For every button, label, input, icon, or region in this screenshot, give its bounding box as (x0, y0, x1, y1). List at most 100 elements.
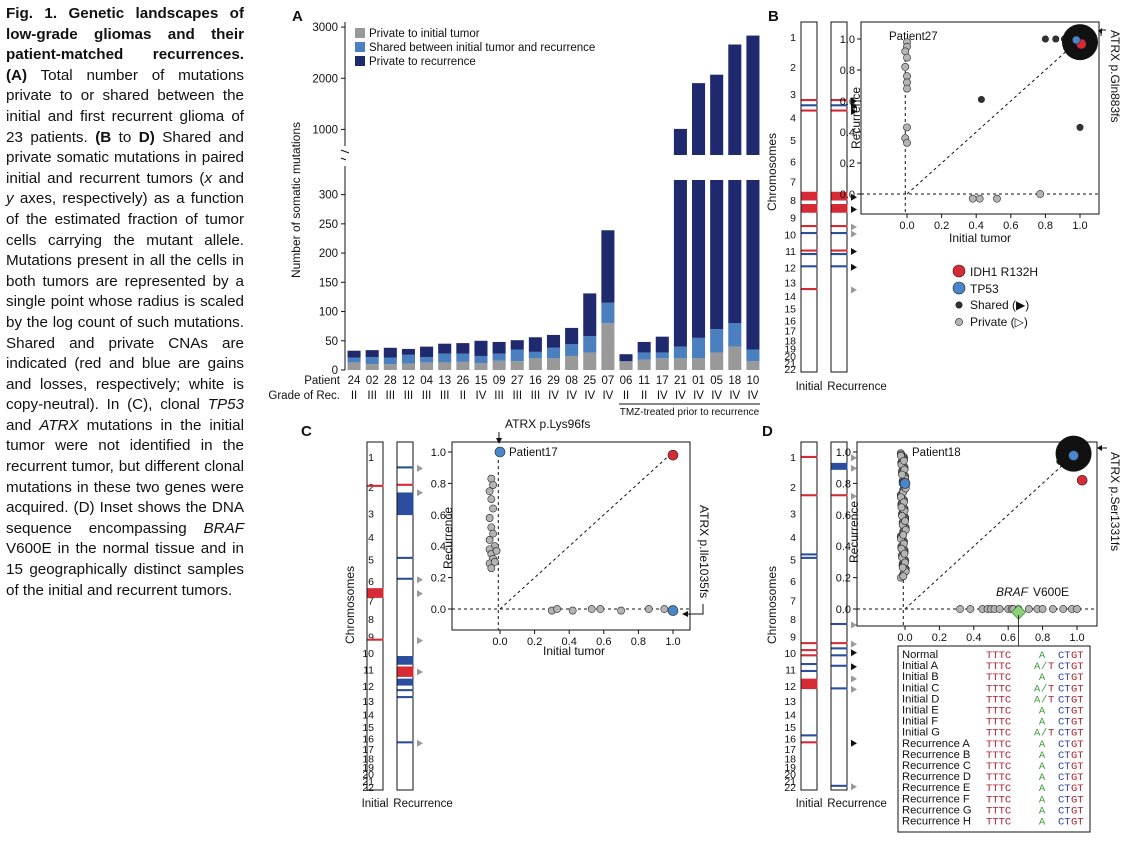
chromosome-number: 20 (784, 769, 796, 781)
grade-label: IV (566, 390, 577, 402)
bar-segment (583, 336, 597, 353)
y-tick-label: 1.0 (840, 34, 855, 46)
grade-label: IV (584, 390, 595, 402)
cna-initial (801, 669, 818, 673)
caption-text: x (204, 169, 213, 187)
private-mutation-point (966, 605, 975, 613)
cna-recurrence (831, 249, 848, 252)
chromosome-number: 5 (790, 135, 796, 147)
panel-label-D: D (762, 423, 773, 440)
cna-recurrence (397, 577, 414, 580)
chromosome-number: 13 (784, 696, 796, 708)
cna-recurrence (831, 642, 848, 645)
dna-left-seq: TTTC (986, 661, 1011, 673)
y-tick-label: 0.4 (840, 127, 855, 139)
bar-segment (438, 343, 452, 354)
caption-text: and (212, 169, 245, 187)
grade-label: IV (711, 390, 722, 402)
chrom-col-label-initial: Initial (796, 381, 823, 393)
chromosome-number: 19 (784, 762, 796, 774)
x-tick-label: 0.4 (969, 220, 984, 232)
chromosome-number: 4 (368, 532, 374, 544)
bar-segment (510, 340, 524, 350)
caption-text: BRAF (203, 519, 244, 537)
patient-id: 08 (565, 375, 578, 387)
cna-arrow (851, 230, 857, 238)
private-mutation-point (901, 517, 909, 525)
legend-private-dot (955, 318, 963, 326)
sample-label: Initial E (902, 705, 939, 717)
sample-label: Recurrence A (902, 738, 970, 750)
dna-right-seq-1: CT (1058, 750, 1071, 762)
bar-segment (420, 357, 434, 363)
bar-segment (583, 352, 597, 370)
dna-right-seq-2: GT (1071, 672, 1084, 684)
x-tick-label: 0.6 (1001, 632, 1016, 644)
dna-mutation-base: A (1039, 783, 1046, 795)
patient-id: 27 (511, 375, 524, 387)
bar-segment (710, 329, 724, 353)
cna-initial (801, 662, 818, 666)
x-tick-label: 1.0 (1072, 220, 1087, 232)
dna-right-seq-1: CT (1058, 694, 1071, 706)
y-tick-label: 0.8 (431, 478, 446, 490)
bar-segment (673, 180, 687, 347)
chromosome-number: 9 (368, 631, 374, 643)
label-pointer (684, 604, 704, 615)
bar-segment (673, 128, 687, 155)
private-mutation-point (568, 606, 577, 615)
cna-arrow (851, 454, 857, 462)
dna-mutation-base: A (1039, 817, 1046, 829)
private-mutation-point (1036, 190, 1045, 198)
caption-title: Fig. 1. Genetic landscapes of low-grade … (6, 5, 244, 64)
private-mutation-point (1059, 605, 1068, 613)
private-mutation-point (596, 605, 605, 613)
y-tick-label: 250 (319, 219, 338, 231)
sample-label: Recurrence C (902, 760, 971, 772)
bar-segment (347, 357, 361, 363)
plot-frame-D (856, 441, 1098, 627)
legend-swatch (355, 56, 365, 66)
chromosome-number: 22 (362, 782, 374, 794)
dna-mutation-base: A (1039, 717, 1046, 729)
dna-mutation-base: A (1039, 750, 1046, 762)
chrom-column-initial (800, 441, 818, 791)
panel-label-B: B (768, 8, 779, 25)
grade-label: III (386, 390, 396, 402)
chromosome-number: 11 (785, 246, 796, 258)
dna-left-seq: TTTC (986, 739, 1011, 751)
sample-label: Recurrence G (902, 804, 972, 816)
bar-segment (365, 350, 379, 358)
bar-segment (365, 357, 379, 365)
cna-arrow (851, 108, 857, 115)
bar-segment (365, 364, 379, 370)
dna-right-seq-1: CT (1058, 683, 1071, 695)
dna-mutation-base-t: T (1048, 694, 1054, 706)
private-mutation-point (489, 481, 497, 489)
shared-mutation-point (977, 95, 985, 103)
chromosome-number: 15 (784, 722, 796, 734)
cna-arrow (417, 464, 423, 472)
grade-label: III (494, 390, 504, 402)
patient-id: 16 (529, 375, 542, 387)
break-band (346, 157, 763, 165)
bar-segment (692, 337, 706, 359)
cna-recurrence (831, 232, 848, 235)
bar-segment (728, 323, 742, 347)
chromosome-number: 13 (362, 696, 374, 708)
private-mutation-point (1049, 605, 1057, 613)
sample-label: Recurrence D (902, 771, 971, 783)
private-mutation-point (489, 529, 497, 538)
bar-segment (456, 343, 470, 354)
private-mutation-point (899, 572, 908, 581)
bar-segment (565, 327, 579, 345)
legend-label: Private to initial tumor (369, 28, 480, 40)
cna-initial (801, 191, 818, 201)
private-mutation-point (968, 194, 977, 203)
dna-mutation-base: A (1039, 706, 1046, 718)
dna-right-seq-2: GT (1071, 783, 1084, 795)
chromosome-number: 13 (784, 277, 796, 289)
chromosome-number: 12 (784, 262, 796, 274)
cna-initial (801, 253, 818, 256)
cna-initial (801, 556, 818, 559)
